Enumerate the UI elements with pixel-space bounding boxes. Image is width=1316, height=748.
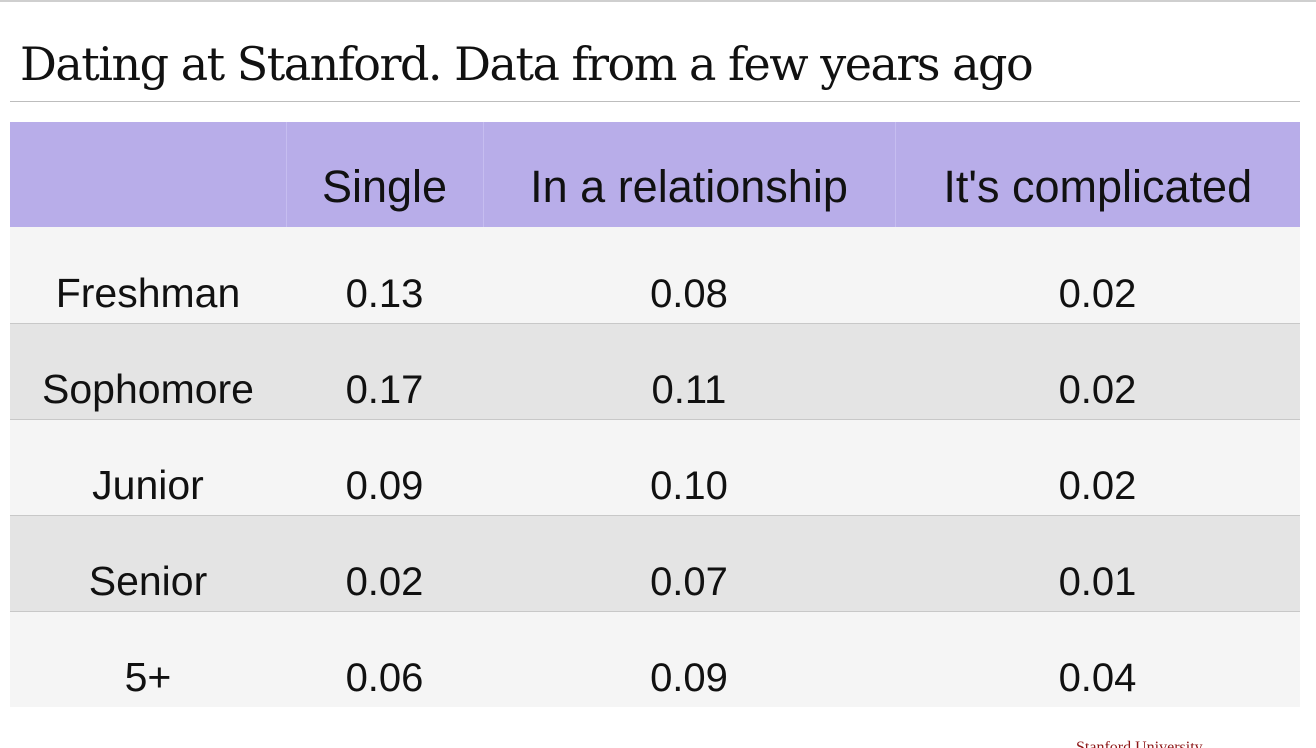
row-label: Freshman: [10, 227, 286, 323]
title-divider: [10, 101, 1300, 102]
cell-single: 0.17: [286, 323, 483, 419]
footer-brand: Stanford University: [1076, 738, 1203, 748]
cell-its-complicated: 0.01: [895, 515, 1300, 611]
table-row: Sophomore 0.17 0.11 0.02: [10, 323, 1300, 419]
row-label: Sophomore: [10, 323, 286, 419]
slide-title: Dating at Stanford. Data from a few year…: [20, 34, 1032, 94]
header-row: Single In a relationship It's complicate…: [10, 122, 1300, 227]
table-row: Freshman 0.13 0.08 0.02: [10, 227, 1300, 323]
table-row: 5+ 0.06 0.09 0.04: [10, 611, 1300, 707]
cell-in-a-relationship: 0.09: [483, 611, 895, 707]
cell-single: 0.09: [286, 419, 483, 515]
cell-in-a-relationship: 0.10: [483, 419, 895, 515]
table-row: Junior 0.09 0.10 0.02: [10, 419, 1300, 515]
header-in-a-relationship: In a relationship: [483, 122, 895, 227]
cell-its-complicated: 0.02: [895, 323, 1300, 419]
header-corner: [10, 122, 286, 227]
row-label: Senior: [10, 515, 286, 611]
cell-in-a-relationship: 0.11: [483, 323, 895, 419]
cell-its-complicated: 0.04: [895, 611, 1300, 707]
row-label: Junior: [10, 419, 286, 515]
cell-in-a-relationship: 0.07: [483, 515, 895, 611]
cell-its-complicated: 0.02: [895, 419, 1300, 515]
row-label: 5+: [10, 611, 286, 707]
dating-table: Single In a relationship It's complicate…: [10, 122, 1300, 707]
cell-single: 0.02: [286, 515, 483, 611]
cell-single: 0.06: [286, 611, 483, 707]
header-its-complicated: It's complicated: [895, 122, 1300, 227]
table-row: Senior 0.02 0.07 0.01: [10, 515, 1300, 611]
cell-in-a-relationship: 0.08: [483, 227, 895, 323]
top-rule: [0, 0, 1316, 2]
cell-its-complicated: 0.02: [895, 227, 1300, 323]
header-single: Single: [286, 122, 483, 227]
cell-single: 0.13: [286, 227, 483, 323]
